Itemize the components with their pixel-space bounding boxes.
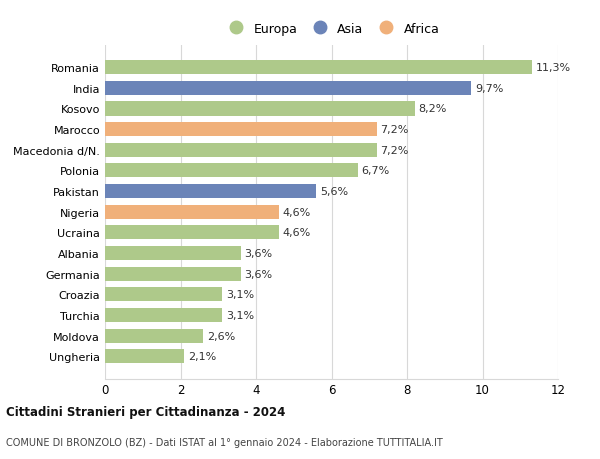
Bar xyxy=(105,329,203,343)
Text: 3,1%: 3,1% xyxy=(226,310,254,320)
Bar xyxy=(105,246,241,261)
Text: 4,6%: 4,6% xyxy=(283,228,311,238)
Text: 7,2%: 7,2% xyxy=(380,146,409,156)
Legend: Europa, Asia, Africa: Europa, Asia, Africa xyxy=(220,19,443,39)
Text: 3,6%: 3,6% xyxy=(245,248,273,258)
Bar xyxy=(105,267,241,281)
Text: 4,6%: 4,6% xyxy=(283,207,311,217)
Text: COMUNE DI BRONZOLO (BZ) - Dati ISTAT al 1° gennaio 2024 - Elaborazione TUTTITALI: COMUNE DI BRONZOLO (BZ) - Dati ISTAT al … xyxy=(6,437,443,447)
Text: Cittadini Stranieri per Cittadinanza - 2024: Cittadini Stranieri per Cittadinanza - 2… xyxy=(6,405,286,419)
Text: 3,1%: 3,1% xyxy=(226,290,254,300)
Text: 7,2%: 7,2% xyxy=(380,125,409,135)
Text: 11,3%: 11,3% xyxy=(535,63,571,73)
Text: 2,6%: 2,6% xyxy=(207,331,235,341)
Bar xyxy=(105,288,222,302)
Text: 5,6%: 5,6% xyxy=(320,187,348,196)
Bar xyxy=(105,164,358,178)
Text: 8,2%: 8,2% xyxy=(418,104,447,114)
Text: 2,1%: 2,1% xyxy=(188,352,217,362)
Bar xyxy=(105,144,377,157)
Bar xyxy=(105,308,222,322)
Bar xyxy=(105,82,471,95)
Bar xyxy=(105,350,184,364)
Text: 3,6%: 3,6% xyxy=(245,269,273,279)
Bar xyxy=(105,226,278,240)
Bar xyxy=(105,205,278,219)
Bar xyxy=(105,123,377,137)
Text: 9,7%: 9,7% xyxy=(475,84,503,94)
Bar xyxy=(105,61,532,75)
Bar xyxy=(105,185,316,199)
Text: 6,7%: 6,7% xyxy=(362,166,390,176)
Bar xyxy=(105,102,415,116)
